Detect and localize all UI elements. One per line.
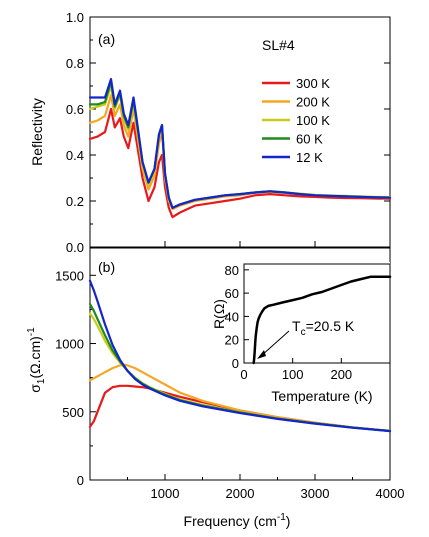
tc-arrow-shaft <box>260 330 290 357</box>
panel-b-y-tick-label: 1500 <box>55 268 84 283</box>
x-axis-title-main: Frequency (cm <box>184 513 277 529</box>
legend-label: 12 K <box>296 150 323 165</box>
inset-y-tick-label: 20 <box>225 333 239 348</box>
legend: 300 K 200 K 100 K 60 K 12 K <box>262 76 330 165</box>
tc-annotation-sub: c <box>301 327 306 338</box>
series-line-12-k <box>88 279 392 433</box>
panel-a-y-tick-label: 0.0 <box>66 240 84 255</box>
inset-ticks: 0 20 40 60 80 0 100 200 <box>225 263 353 382</box>
tc-annotation-rest: =20.5 K <box>306 318 355 334</box>
legend-label: 200 K <box>296 95 330 110</box>
legend-label: 100 K <box>296 113 330 128</box>
inset-frame <box>243 263 391 364</box>
panel-a-y-tick-label: 1.0 <box>66 10 84 25</box>
x-axis-title-sup: -1 <box>277 512 286 523</box>
panel-a-y-tick-label: 0.4 <box>66 148 84 163</box>
inset-x-tick-label: 100 <box>282 367 304 382</box>
inset-y-tick-label: 80 <box>225 263 239 278</box>
inset-y-tick-label: 60 <box>225 286 239 301</box>
panel-a-y-tick-label: 0.8 <box>66 56 84 71</box>
panel-b-ylabel: σ1(Ω.cm)-1 <box>26 327 47 393</box>
panel-b-y-tick-label: 500 <box>62 405 84 420</box>
legend-label: 60 K <box>296 132 323 147</box>
inset-ylabel: R(Ω) <box>211 299 227 329</box>
panel-b-lines <box>88 279 392 433</box>
panel-a-lines <box>88 78 392 219</box>
panel-b-y-tick-label: 0 <box>77 473 84 488</box>
series-line-200-k <box>88 363 392 432</box>
x-axis-title-end: ) <box>286 513 291 529</box>
sample-label: SL#4 <box>262 37 295 53</box>
panel-b-x-tick-label: 3000 <box>301 486 330 501</box>
panel-b-ylabel-sub: 1 <box>36 378 47 384</box>
panel-b-label: (b) <box>98 259 115 275</box>
panel-a-y-tick-label: 0.2 <box>66 194 84 209</box>
panel-a-ylabel: Reflectivity <box>29 98 45 166</box>
panel-b-y-tick-label: 1000 <box>55 337 84 352</box>
panel-b-ylabel-sup: -1 <box>26 327 37 336</box>
tc-annotation-main: T <box>292 318 301 334</box>
panel-a-y-tick-label: 0.6 <box>66 102 84 117</box>
panel-b-x-tick-label: 2000 <box>226 486 255 501</box>
series-line-300-k <box>88 107 392 219</box>
inset-lines <box>252 275 392 365</box>
x-axis-title: Frequency (cm-1) <box>184 512 291 529</box>
panel-b-ylabel-rest: (Ω.cm) <box>27 336 43 378</box>
panel-a-label: (a) <box>98 31 115 47</box>
inset-x-tick-label: 0 <box>240 367 247 382</box>
inset-y-tick-label: 0 <box>232 356 239 371</box>
series-line-12-k <box>88 78 392 209</box>
panel-b-x-tick-label: 4000 <box>376 486 405 501</box>
inset-xlabel: Temperature (K) <box>271 388 372 404</box>
inset-y-tick-label: 40 <box>225 309 239 324</box>
panel-b-ylabel-main: σ <box>27 384 43 393</box>
series-line-r <box>252 275 392 365</box>
inset-x-tick-label: 200 <box>330 367 352 382</box>
tc-annotation: Tc=20.5 K <box>292 318 355 338</box>
legend-label: 300 K <box>296 76 330 91</box>
panel-b-x-tick-label: 1000 <box>151 486 180 501</box>
tc-arrow-head <box>257 350 266 359</box>
